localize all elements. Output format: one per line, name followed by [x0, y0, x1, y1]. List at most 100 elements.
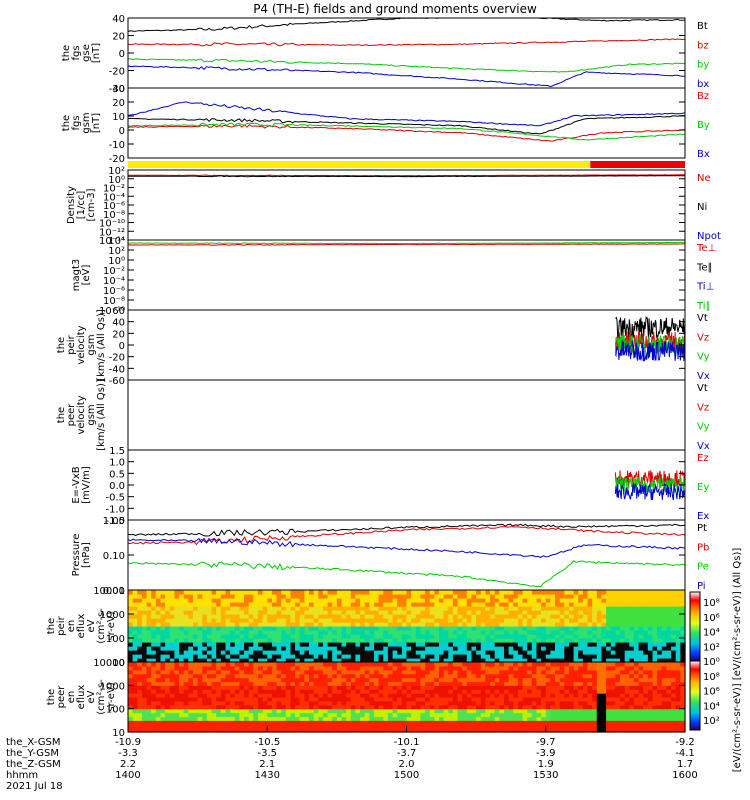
- peer-spec-cell: [448, 681, 454, 686]
- peer-spec-cell: [462, 708, 468, 714]
- peir-spec-cell: [397, 618, 403, 623]
- peer-spec-cell: [304, 700, 310, 706]
- peer-spec-cell: [439, 665, 445, 671]
- peir-spec-cell: [527, 642, 533, 647]
- peer-spec-cell: [155, 689, 162, 694]
- peir-spec-cell: [183, 610, 189, 615]
- peir-spec-cell: [258, 598, 264, 603]
- peer-spec-cell: [624, 665, 630, 671]
- peer-spec-cell: [276, 728, 282, 733]
- peer-spec-cell: [397, 712, 403, 718]
- peer-spec-cell: [230, 689, 236, 694]
- peir-spec-cell: [555, 646, 561, 651]
- peir-spec-cell: [657, 630, 663, 635]
- peir-spec-cell: [374, 598, 380, 603]
- temperature-frame: [127, 239, 686, 311]
- peir-spec-cell: [244, 594, 250, 599]
- peir-spec-cell: [141, 590, 148, 595]
- peir-spec-cell: [322, 590, 329, 595]
- peer-spec-cell: [165, 677, 171, 683]
- peer-spec-cell: [629, 685, 635, 690]
- peir-spec-cell: [582, 650, 589, 655]
- peir-spec-cell: [443, 590, 449, 595]
- peir-spec-cell: [374, 638, 380, 643]
- peer-spec-cell: [513, 704, 519, 710]
- peir-spec-cell: [555, 654, 561, 659]
- peer-velocity-ylabel: the: [56, 407, 67, 423]
- peir-spec-cell: [425, 626, 431, 631]
- peer-spec-cell: [309, 704, 315, 710]
- peer-spec-cell: [271, 677, 278, 683]
- peir-spec-cell: [527, 658, 533, 663]
- peir-spec-cell: [258, 590, 264, 595]
- peer-spec-cell: [462, 716, 468, 721]
- peer-spec-cell: [276, 677, 282, 683]
- peer-spec-cell: [304, 724, 310, 729]
- peer-spec-cell: [295, 716, 301, 721]
- peer-spec-cell: [596, 716, 603, 721]
- peer-spec-cell: [244, 665, 250, 671]
- peir-spec-cell: [462, 594, 468, 599]
- peir-spec-cell: [624, 630, 630, 635]
- peer-spec-cell: [183, 689, 189, 694]
- peer-spec-cell: [620, 673, 626, 679]
- peer-spec-cell: [374, 673, 380, 679]
- peir-spec-cell: [239, 610, 245, 615]
- peer-spec-cell: [466, 704, 473, 710]
- ephemeris-row-label: hhmm: [6, 770, 38, 781]
- peir-spec-cell: [267, 646, 273, 651]
- peir-spec-cell: [271, 602, 278, 607]
- peir-spec-cell: [601, 642, 607, 647]
- peer-spec-cell: [633, 704, 640, 710]
- pressure-ylabel: [nPa]: [81, 542, 92, 568]
- peer-spec-cell: [369, 685, 375, 690]
- peer-spec-cell: [276, 681, 282, 686]
- peir-spec-cell: [541, 658, 547, 663]
- peir-velocity-ylabel: [km/s (All Qs)]: [96, 309, 107, 381]
- peer-spec-cell: [128, 697, 134, 702]
- peir-spec-cell: [211, 590, 217, 595]
- peir-spec-cell: [285, 646, 292, 651]
- peir-spec-cell: [299, 610, 305, 615]
- peir-spec-cell: [137, 622, 143, 627]
- peir-spec-cell: [629, 626, 635, 631]
- peer-spec-cell: [374, 720, 380, 725]
- peir-spec-cell: [151, 654, 157, 659]
- peer-spec-cell: [355, 673, 361, 679]
- peer-spec-cell: [374, 689, 380, 694]
- peir-spec-cell: [629, 654, 635, 659]
- peir-spec-cell: [397, 590, 403, 595]
- peir-spec-cell: [327, 598, 333, 603]
- peer-spec-cell: [369, 724, 375, 729]
- temperature-legend-Te∥: Te∥: [696, 262, 713, 273]
- peir-spec-cell: [513, 602, 519, 607]
- peer-spec-cell: [448, 689, 454, 694]
- peer-spec-cell: [253, 677, 259, 683]
- peer-spec-cell: [383, 704, 389, 710]
- peir-spec-cell: [592, 622, 598, 627]
- peer-spec-cell: [285, 662, 292, 667]
- peir-spec-cell: [406, 610, 412, 615]
- peir-spec-cell: [633, 614, 640, 619]
- peer-spec-cell: [197, 704, 203, 710]
- peir-spec-cell: [318, 646, 324, 651]
- peir-spec-cell: [392, 614, 398, 619]
- peer-spec-ylabel: eV: [86, 690, 97, 703]
- peir-spec-cell: [564, 606, 570, 611]
- peer-spec-cell: [490, 689, 496, 694]
- peer-spec-cell: [559, 662, 565, 667]
- peer-spec-cell: [541, 681, 547, 686]
- peer-spec-cell: [225, 708, 231, 714]
- peer-spec-cell: [499, 673, 505, 679]
- peir-spec-cell: [383, 602, 389, 607]
- peer-spec-cell: [318, 708, 324, 714]
- peir-spec-cell: [341, 598, 347, 603]
- temperature-series-Ti∥: [127, 241, 686, 245]
- peer-spec-cell: [253, 700, 259, 706]
- peer-spec-cell: [582, 662, 589, 667]
- peir-spec-cell: [541, 590, 547, 595]
- peir-spec-cell: [295, 630, 301, 635]
- peir-spec-cell: [401, 658, 408, 663]
- peer-spec-cell: [471, 716, 477, 721]
- peer-spec-cell: [457, 669, 463, 675]
